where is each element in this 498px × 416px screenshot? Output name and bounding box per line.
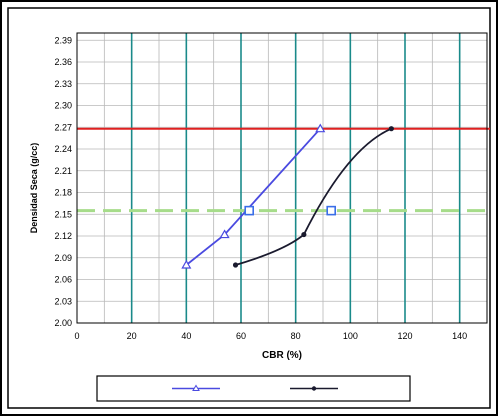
y-tick-labels: 2.00 2.03 2.06 2.09 2.12 2.15 2.18 2.21 2.24 2.27… (54, 35, 72, 328)
y-tick-label: 2.03 (54, 296, 72, 306)
legend-entries (172, 384, 338, 391)
legend (96, 375, 411, 402)
y-tick-label: 2.21 (54, 166, 72, 176)
dot-marker (232, 262, 239, 268)
y-tick-label: 2.18 (54, 188, 72, 198)
triangle-marker (315, 123, 326, 133)
x-tick-label: 40 (181, 331, 191, 341)
y-tick-label: 2.30 (54, 101, 72, 111)
y-tick-label: 2.00 (54, 318, 72, 328)
y-tick-label: 2.09 (54, 253, 72, 263)
plot-area-border (76, 32, 488, 324)
inner-border (7, 7, 491, 409)
legend-dot-marker (311, 386, 317, 391)
y-tick-label: 2.39 (54, 35, 72, 45)
x-tick-label: 0 (74, 331, 79, 341)
y-tick-label: 2.06 (54, 275, 72, 285)
x-tick-label: 80 (291, 331, 301, 341)
open-square-marker (244, 205, 254, 216)
y-tick-label: 2.27 (54, 122, 72, 132)
triangle-marker (181, 259, 192, 269)
x-tick-label: 100 (343, 331, 358, 341)
x-tick-labels: 0 20 40 60 80 100 120 140 (74, 331, 467, 341)
y-tick-label: 2.12 (54, 231, 72, 241)
x-tick-label: 60 (236, 331, 246, 341)
x-axis-title: CBR (%) (262, 350, 302, 361)
dot-marker (301, 231, 307, 238)
x-tick-label: 120 (397, 331, 412, 341)
legend-triangle-marker (192, 384, 200, 391)
x-tick-label: 140 (452, 331, 467, 341)
markers (181, 123, 394, 269)
x-tick-label: 20 (127, 331, 137, 341)
y-tick-label: 2.24 (54, 144, 72, 154)
series-line-2 (235, 127, 392, 266)
y-tick-label: 2.33 (54, 79, 72, 89)
y-tick-label: 2.36 (54, 57, 72, 67)
open-square-marker (326, 205, 337, 216)
dot-marker (388, 126, 394, 132)
legend-box (96, 375, 411, 402)
y-tick-label: 2.15 (54, 209, 72, 219)
reference-lines (77, 127, 490, 213)
triangle-marker (219, 229, 230, 239)
y-axis-title: Densidad Seca (g/cc) (29, 143, 39, 234)
